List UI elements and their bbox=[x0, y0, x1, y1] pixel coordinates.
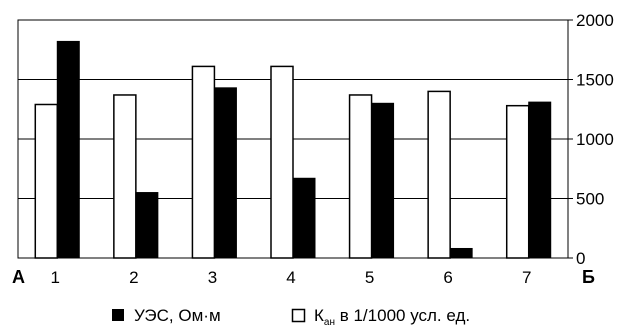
x-tick-label: 7 bbox=[522, 268, 531, 287]
legend: УЭС, Ом·м Кан в 1/1000 усл. ед. bbox=[112, 306, 470, 328]
bar-white bbox=[270, 65, 294, 259]
bar-black bbox=[135, 192, 159, 259]
legend-label-black: УЭС, Ом·м bbox=[134, 306, 221, 325]
bar-white bbox=[348, 94, 373, 259]
bar-white bbox=[113, 94, 137, 259]
x-tick-label: 2 bbox=[129, 268, 138, 287]
legend-label-white: Кан в 1/1000 усл. ед. bbox=[314, 306, 470, 328]
bar-white bbox=[34, 103, 59, 259]
bar-white bbox=[191, 65, 216, 259]
bar-black bbox=[213, 87, 237, 259]
legend-label-white-sub: ан bbox=[324, 317, 335, 328]
bar-white bbox=[427, 90, 451, 259]
y-tick-label: 500 bbox=[576, 190, 604, 209]
bar-black bbox=[449, 247, 473, 259]
legend-swatch-white bbox=[291, 308, 306, 323]
bar-black bbox=[371, 102, 395, 259]
plot-area: 0 500 1000 1500 2000 1 2 3 4 5 6 7 bbox=[17, 11, 614, 287]
x-tick-label: 3 bbox=[208, 268, 217, 287]
bar-white bbox=[505, 104, 530, 259]
bar-black bbox=[56, 40, 80, 259]
x-tick-label: 1 bbox=[51, 268, 60, 287]
legend-label-white-rest: в 1/1000 усл. ед. bbox=[335, 306, 470, 325]
bar-black bbox=[292, 177, 316, 259]
x-tick-label: 4 bbox=[286, 268, 295, 287]
x-tick-label: 6 bbox=[443, 268, 452, 287]
endpoint-label-right: Б bbox=[582, 267, 595, 287]
bar-black bbox=[528, 101, 552, 259]
y-tick-label: 2000 bbox=[576, 11, 614, 30]
x-tick-label: 5 bbox=[365, 268, 374, 287]
y-tick-label: 1500 bbox=[576, 71, 614, 90]
legend-label-white-main: К bbox=[314, 306, 324, 325]
y-tick-label: 1000 bbox=[576, 130, 614, 149]
legend-swatch-black bbox=[112, 309, 124, 321]
endpoint-label-left: А bbox=[12, 267, 25, 287]
y-tick-label: 0 bbox=[576, 249, 585, 268]
